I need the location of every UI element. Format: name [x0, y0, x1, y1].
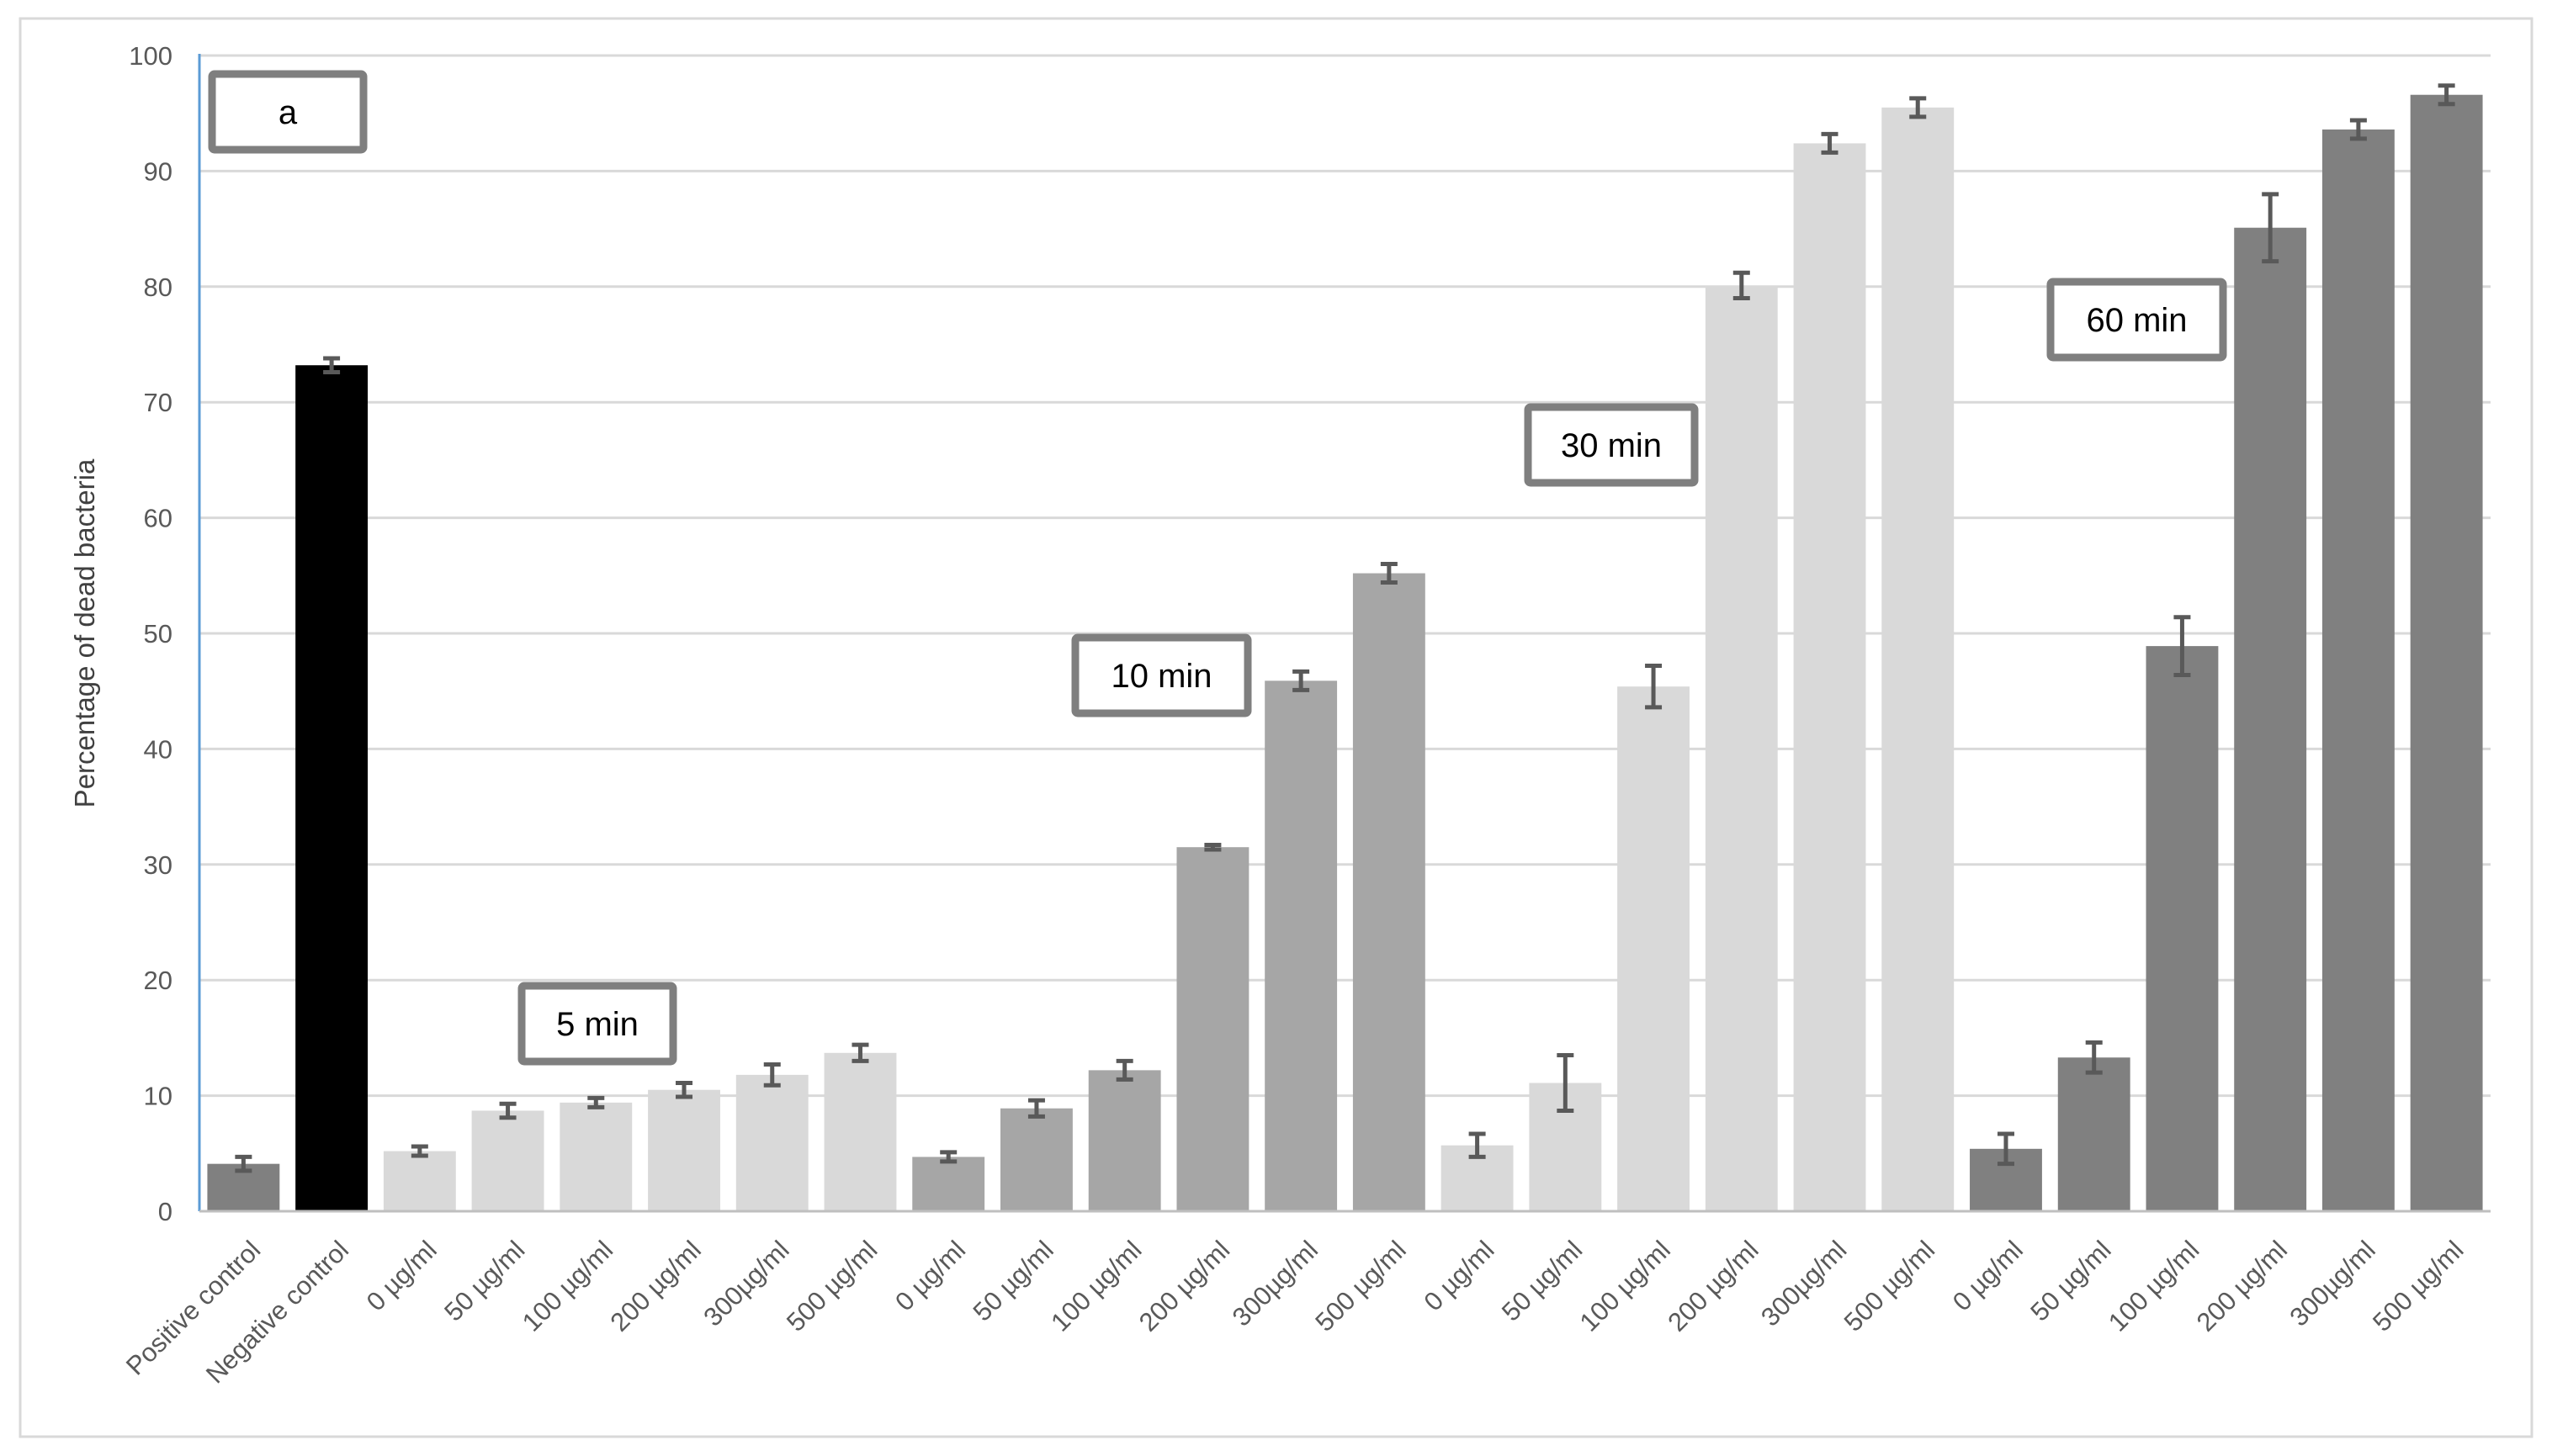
error-bar — [2173, 615, 2191, 677]
error-bar — [2085, 1040, 2103, 1075]
error-bar — [676, 1080, 693, 1099]
error-bar — [1645, 663, 1663, 710]
y-tick-label: 90 — [144, 156, 172, 186]
annotations: a 5 min 10 min 30 min 60 min — [208, 70, 2227, 1066]
annotation-panel-label: a — [208, 70, 368, 154]
bar — [824, 1052, 897, 1211]
y-tick-label: 100 — [129, 41, 172, 71]
y-tick-labels: 0 10 20 30 40 50 60 70 80 90 100 — [129, 41, 172, 1226]
error-bars — [235, 83, 2455, 1173]
annotation-box — [517, 982, 677, 1066]
annotation-box — [2046, 278, 2227, 362]
bar — [1000, 1108, 1073, 1211]
bar — [471, 1110, 544, 1211]
y-tick-label: 80 — [144, 273, 172, 302]
annotation-text: 30 min — [1561, 427, 1662, 464]
error-bar — [411, 1144, 428, 1158]
y-tick-label: 70 — [144, 388, 172, 417]
bar — [1176, 847, 1249, 1211]
y-tick-label: 40 — [144, 734, 172, 764]
error-bar — [940, 1150, 958, 1164]
error-bar — [1292, 669, 1310, 692]
annotation-10min: 10 min — [1071, 633, 1252, 717]
annotation-text: a — [279, 94, 298, 131]
annotation-30min: 30 min — [1524, 403, 1699, 487]
error-bar — [1909, 96, 1927, 119]
error-bar — [1997, 1131, 2014, 1167]
error-bar — [763, 1062, 781, 1088]
bar — [1352, 573, 1425, 1211]
annotation-60min: 60 min — [2046, 278, 2227, 362]
annotation-box — [1524, 403, 1699, 487]
bar — [2410, 94, 2483, 1211]
bar — [295, 365, 369, 1211]
bar — [2146, 646, 2219, 1211]
bar — [735, 1074, 809, 1211]
error-bar — [1116, 1058, 1133, 1082]
annotation-box — [208, 70, 368, 154]
y-axis-title: Percentage of dead bacteria — [69, 458, 100, 807]
annotation-text: 5 min — [556, 1006, 639, 1043]
bar — [1617, 686, 1690, 1211]
bar — [1881, 107, 1955, 1212]
bar — [383, 1151, 456, 1211]
bar — [2057, 1057, 2130, 1211]
bar — [2234, 227, 2307, 1211]
y-tick-label: 30 — [144, 850, 172, 880]
y-tick-label: 20 — [144, 966, 172, 995]
error-bar — [323, 356, 341, 374]
y-tick-label: 10 — [144, 1082, 172, 1111]
annotation-text: 10 min — [1111, 658, 1212, 695]
error-bar — [235, 1154, 252, 1173]
bars — [207, 94, 2483, 1212]
error-bar — [1557, 1053, 1574, 1113]
annotation-5min: 5 min — [517, 982, 677, 1066]
error-bar — [852, 1042, 869, 1063]
annotation-box — [1071, 633, 1252, 717]
error-bar — [1468, 1131, 1486, 1159]
error-bar — [2349, 118, 2367, 141]
error-bar — [1380, 562, 1398, 585]
error-bar — [2438, 83, 2455, 107]
error-bar — [1732, 270, 1750, 301]
bar — [912, 1157, 985, 1211]
bar — [1265, 680, 1338, 1211]
error-bar — [587, 1095, 605, 1109]
y-tick-label: 50 — [144, 619, 172, 649]
error-bar — [1027, 1098, 1045, 1119]
bar — [1705, 285, 1778, 1211]
bar — [648, 1089, 720, 1211]
error-bar — [499, 1101, 517, 1120]
annotation-text: 60 min — [2086, 302, 2187, 339]
bar — [1088, 1070, 1161, 1211]
y-tick-label: 0 — [158, 1197, 172, 1226]
bar — [560, 1102, 633, 1211]
bar — [1793, 143, 1866, 1212]
error-bar — [1204, 842, 1222, 852]
y-tick-label: 60 — [144, 504, 172, 533]
bar — [2321, 129, 2395, 1211]
error-bar — [1821, 131, 1838, 155]
axes — [198, 54, 2491, 1213]
error-bar — [2262, 192, 2279, 264]
